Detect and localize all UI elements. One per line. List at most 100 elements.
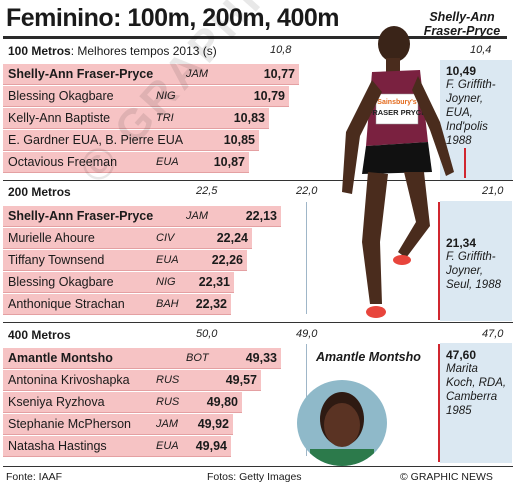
bib-name: FRASER PRYCE — [368, 108, 426, 117]
row-name: Anthonique Strachan — [8, 297, 125, 311]
row-country: EUA — [156, 254, 179, 266]
row-name: Kseniya Ryzhova — [8, 395, 105, 409]
scale-label: 10,4 — [470, 44, 492, 56]
row-time: 22,13 — [245, 209, 277, 223]
bar — [3, 294, 231, 315]
row-country: TRI — [156, 112, 174, 124]
bib-sponsor: Sainsbury's — [377, 99, 417, 106]
row-name: Shelly-Ann Fraser-Pryce — [8, 209, 154, 223]
row-time: 22,32 — [195, 297, 227, 311]
world-record-holder: Marita Koch, RDA, Camberra 1985 — [446, 363, 507, 417]
bar — [3, 436, 231, 457]
footer-source: Fonte: IAAF — [6, 471, 63, 483]
row-country: RUS — [156, 396, 180, 408]
row-time: 10,77 — [263, 67, 295, 81]
scale-label: 21,0 — [482, 185, 504, 197]
bar — [3, 348, 281, 369]
section-divider — [3, 322, 513, 323]
row-country: NIG — [156, 276, 176, 288]
row-time: 49,57 — [225, 373, 257, 387]
section-divider — [3, 180, 513, 181]
scale-label: 22,0 — [296, 185, 318, 197]
row-name: Shelly-Ann Fraser-Pryce — [8, 67, 154, 81]
bar — [3, 392, 242, 413]
world-record-holder: F. Griffith-Joyner, EUA, Ind'polis 1988 — [446, 79, 496, 147]
footer-copyright: © GRAPHIC NEWS — [400, 471, 493, 483]
scale-label: 47,0 — [482, 328, 504, 340]
bar — [3, 370, 261, 391]
world-record: 47,60 Marita Koch, RDA, Camberra 1985 — [446, 348, 510, 418]
row-name: Stephanie McPherson — [8, 417, 131, 431]
row-time: 49,80 — [206, 395, 238, 409]
row-time: 10,83 — [233, 111, 265, 125]
row-time: 22,26 — [211, 253, 243, 267]
row-country: JAM — [156, 418, 178, 430]
footer-photo-credit: Fotos: Getty Images — [207, 471, 302, 483]
row-country: NIG — [156, 90, 176, 102]
section-title-2: 200 Metros — [8, 185, 71, 199]
section-title-3: 400 Metros — [8, 328, 71, 342]
section-title-1: 100 Metros: Melhores tempos 2013 (s) — [8, 44, 217, 58]
scale-label: 22,5 — [196, 185, 218, 197]
world-record: 10,49 F. Griffith-Joyner, EUA, Ind'polis … — [446, 64, 510, 148]
row-name: Murielle Ahoure — [8, 231, 95, 245]
page-title: Feminino: 100m, 200m, 400m — [6, 4, 339, 32]
bar — [3, 206, 281, 227]
world-record-holder: F. Griffith-Joyner, Seul, 1988 — [446, 251, 501, 291]
row-name: Octavious Freeman — [8, 155, 118, 169]
section-subtitle: : Melhores tempos 2013 (s) — [70, 44, 217, 58]
montsho-portrait-icon — [297, 380, 387, 466]
scale-label: 10,8 — [270, 44, 292, 56]
record-line — [438, 202, 440, 320]
panel-200m — [440, 201, 512, 321]
row-name: Blessing Okagbare — [8, 89, 114, 103]
record-line — [464, 148, 466, 178]
row-country: BOT — [186, 352, 209, 364]
world-record-time: 47,60 — [446, 348, 477, 362]
row-country: EUA — [156, 156, 179, 168]
bar — [3, 414, 233, 435]
row-time: 49,94 — [195, 439, 227, 453]
section-event: 100 Metros — [8, 44, 71, 58]
bar — [3, 86, 289, 107]
world-record: 21,34 F. Griffith-Joyner, Seul, 1988 — [446, 236, 510, 292]
row-time: 10,85 — [223, 133, 255, 147]
bar — [3, 108, 269, 129]
row-name: Antonina Krivoshapka — [8, 373, 130, 387]
panel-100m — [440, 60, 512, 180]
bar — [3, 152, 249, 173]
panel-400m — [440, 343, 512, 463]
row-name: Natasha Hastings — [8, 439, 107, 453]
section-event: 200 Metros — [8, 185, 71, 199]
scale-label: 49,0 — [296, 328, 318, 340]
gridline — [306, 202, 307, 314]
runner-illustration-icon: Sainsbury's FRASER PRYCE — [342, 26, 454, 318]
section-event: 400 Metros — [8, 328, 71, 342]
row-time: 22,24 — [216, 231, 248, 245]
row-time: 22,31 — [198, 275, 230, 289]
row-country: BAH — [156, 298, 179, 310]
row-name: Blessing Okagbare — [8, 275, 114, 289]
row-time: 49,33 — [245, 351, 277, 365]
row-time: 49,92 — [197, 417, 229, 431]
top-rule — [3, 36, 507, 39]
row-name: Amantle Montsho — [8, 351, 113, 365]
row-country: CIV — [156, 232, 175, 244]
world-record-time: 21,34 — [446, 236, 477, 250]
row-country: JAM — [186, 68, 208, 80]
row-name: E. Gardner EUA, B. Pierre EUA — [8, 133, 184, 147]
bar — [3, 228, 252, 249]
row-country: JAM — [186, 210, 208, 222]
scale-label: 50,0 — [196, 328, 218, 340]
bar — [3, 64, 299, 85]
row-time: 10,79 — [253, 89, 285, 103]
bar — [3, 272, 234, 293]
row-country: RUS — [156, 374, 180, 386]
record-line — [438, 344, 440, 462]
row-country: EUA — [156, 440, 179, 452]
world-record-time: 10,49 — [446, 64, 477, 78]
bar — [3, 250, 247, 271]
photo-caption-montsho: Amantle Montsho — [316, 350, 421, 364]
bottom-rule — [3, 466, 513, 467]
row-name: Tiffany Townsend — [8, 253, 105, 267]
